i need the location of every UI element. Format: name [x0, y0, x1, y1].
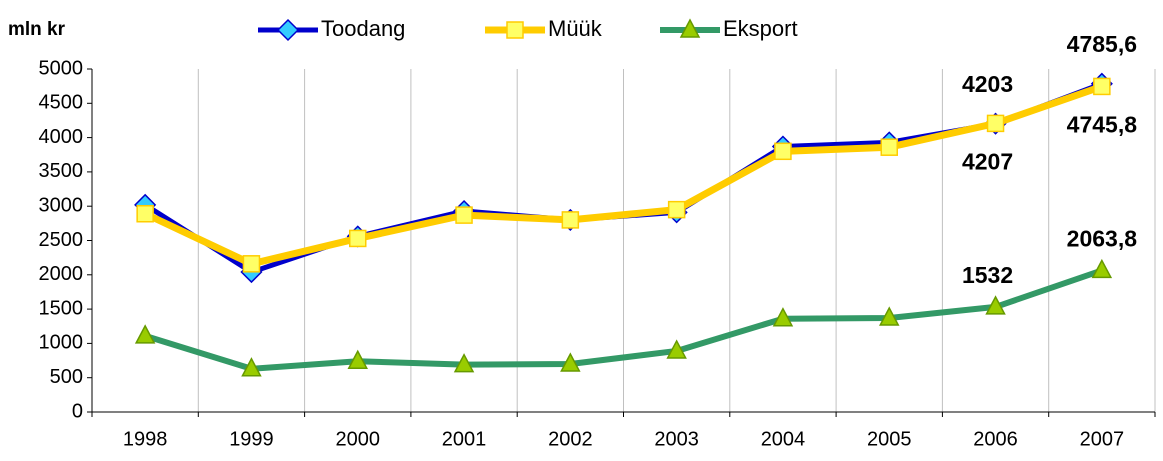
- x-tick-label: 2001: [442, 428, 487, 450]
- marker: [276, 18, 300, 42]
- series-line: [144, 267, 1103, 372]
- y-tick-label: 2000: [39, 263, 84, 285]
- marker: [666, 339, 687, 359]
- marker: [879, 306, 900, 326]
- legend-label: Toodang: [321, 16, 405, 41]
- y-tick-label: 5000: [39, 57, 84, 79]
- legend-label: Eksport: [723, 16, 798, 41]
- value-label: 1532: [962, 262, 1013, 288]
- y-tick-label: 3500: [39, 160, 84, 182]
- marker: [985, 295, 1006, 315]
- marker: [506, 21, 524, 39]
- marker: [134, 324, 156, 344]
- marker: [242, 255, 261, 273]
- y-axis-label: mln kr: [8, 19, 66, 40]
- y-tick-label: 500: [50, 366, 83, 388]
- marker: [1093, 77, 1111, 96]
- value-label: 4203: [962, 71, 1013, 97]
- value-label: 4745,8: [1067, 112, 1138, 138]
- x-tick-label: 1998: [123, 428, 168, 450]
- x-tick-label: 1999: [229, 428, 274, 450]
- marker: [349, 229, 367, 248]
- marker: [560, 352, 581, 372]
- marker: [880, 138, 898, 156]
- y-tick-label: 4500: [39, 92, 84, 114]
- y-tick-label: 2500: [39, 229, 84, 251]
- value-label: 4207: [962, 148, 1013, 174]
- marker: [772, 307, 794, 327]
- value-label: 2063,8: [1067, 226, 1138, 252]
- y-tick-label: 1500: [39, 297, 84, 319]
- marker: [136, 204, 154, 223]
- marker: [241, 357, 262, 377]
- marker: [667, 200, 686, 219]
- x-tick-label: 2006: [973, 428, 1018, 450]
- marker: [453, 353, 475, 373]
- x-tick-label: 2005: [867, 428, 912, 450]
- marker: [347, 349, 368, 369]
- y-tick-label: 3000: [39, 194, 84, 216]
- marker: [986, 114, 1005, 133]
- value-label: 4785,6: [1067, 31, 1137, 57]
- y-tick-label: 0: [72, 400, 83, 422]
- legend-label: Müük: [548, 16, 603, 41]
- y-tick-label: 4000: [39, 126, 84, 148]
- marker: [774, 142, 792, 161]
- series-line: [143, 83, 1103, 268]
- marker: [455, 206, 473, 224]
- x-tick-label: 2003: [654, 428, 699, 450]
- marker: [679, 18, 701, 38]
- x-tick-label: 2007: [1080, 428, 1125, 450]
- x-tick-label: 2000: [336, 428, 381, 450]
- x-tick-label: 2002: [548, 428, 593, 450]
- x-tick-label: 2004: [761, 428, 806, 450]
- marker: [1091, 258, 1113, 279]
- y-tick-label: 1000: [39, 332, 84, 354]
- marker: [561, 211, 580, 229]
